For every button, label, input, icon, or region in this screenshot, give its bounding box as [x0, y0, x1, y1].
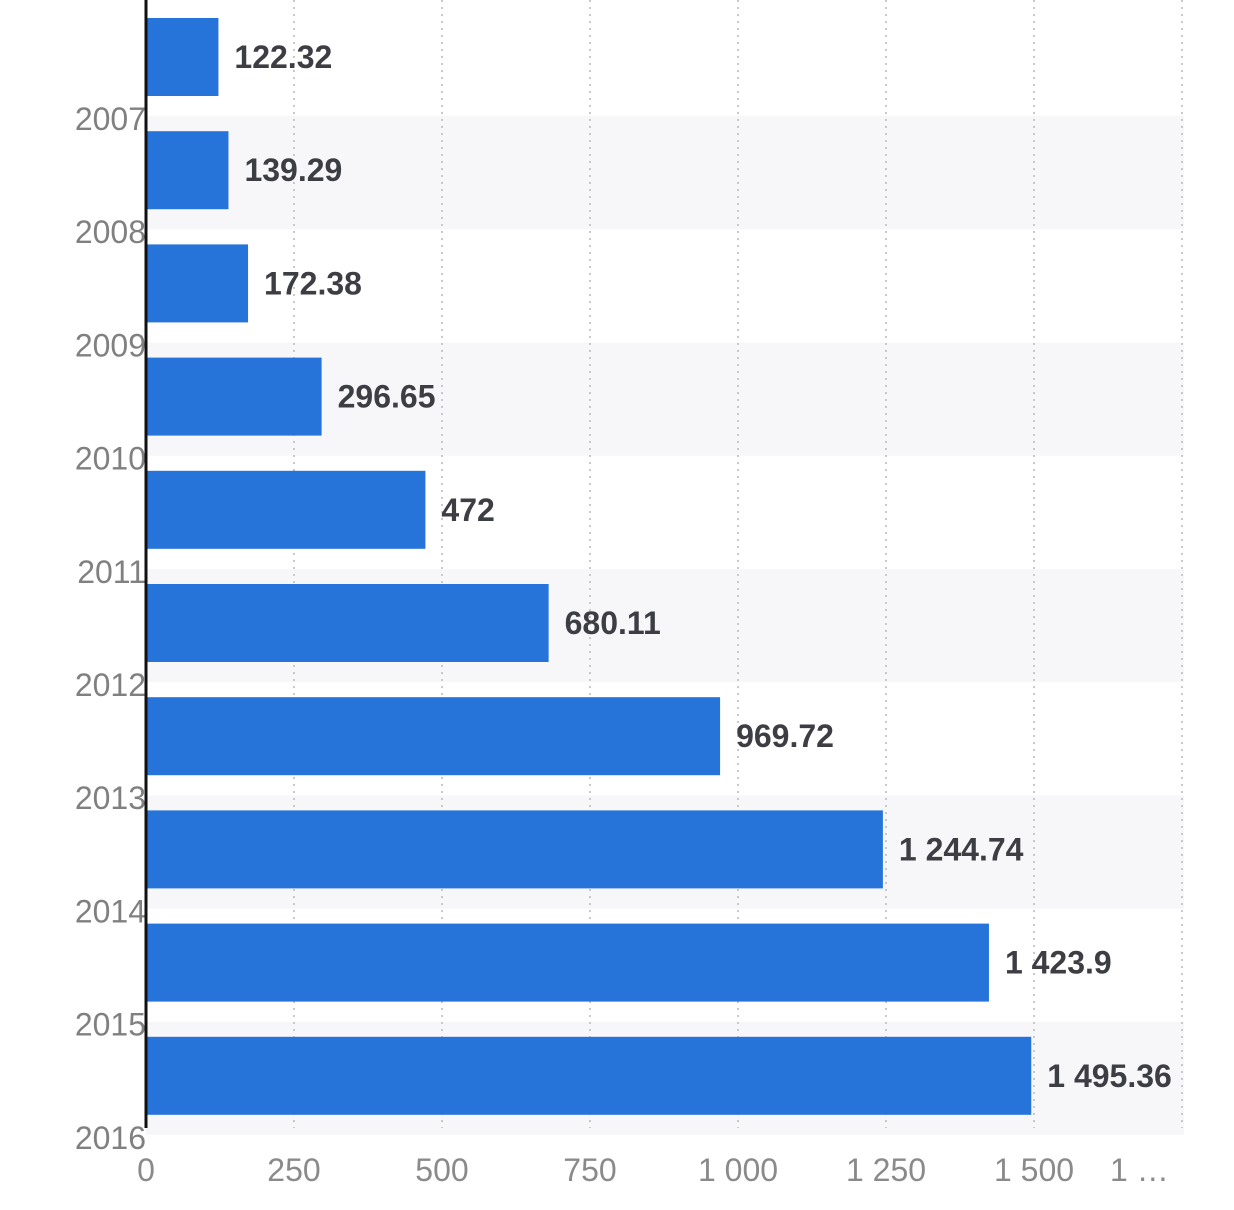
y-tick-label-2009: 2009 — [75, 327, 146, 363]
bar-2007 — [146, 18, 219, 96]
x-tick-label: 1 500 — [994, 1152, 1074, 1188]
data-label-2011: 472 — [441, 492, 494, 528]
x-tick-label: 1 000 — [698, 1152, 778, 1188]
value-labels: 122.32 139.29 172.38 296.65 472 680.11 969.72 1… — [234, 39, 1171, 1094]
x-tick-label: 1 250 — [846, 1152, 926, 1188]
bar-2009 — [146, 244, 249, 323]
bar-2012 — [146, 584, 549, 662]
x-tick-label: 1 … — [1110, 1152, 1169, 1188]
bars — [146, 18, 1032, 1115]
data-label-2010: 296.65 — [338, 379, 436, 415]
bar-2013 — [146, 697, 721, 776]
y-tick-label-2014: 2014 — [75, 893, 146, 929]
data-label-2014: 1 244.74 — [899, 831, 1024, 867]
x-tick-label: 0 — [137, 1152, 155, 1188]
x-tick-label: 500 — [415, 1152, 468, 1188]
bar-2011 — [146, 470, 426, 549]
bar-2010 — [146, 357, 322, 436]
y-tick-label-2012: 2012 — [75, 667, 146, 703]
y-tick-label-2010: 2010 — [75, 441, 146, 477]
data-label-2008: 139.29 — [244, 152, 342, 188]
row-band — [146, 116, 1184, 230]
x-axis-ticks: 0 250 500 750 1 000 1 250 1 500 1 … — [137, 1152, 1169, 1188]
x-tick-label: 250 — [267, 1152, 320, 1188]
y-axis-ticks: 2007 2008 2009 2010 2011 2012 2013 2014 2015 2016 — [75, 101, 146, 1156]
bar-2016 — [146, 1036, 1032, 1115]
y-tick-label-2007: 2007 — [75, 101, 146, 137]
data-label-2015: 1 423.9 — [1005, 945, 1112, 981]
x-tick-label: 750 — [563, 1152, 616, 1188]
bar-2014 — [146, 810, 883, 889]
data-label-2007: 122.32 — [234, 39, 332, 75]
y-tick-label-2013: 2013 — [75, 780, 146, 816]
y-tick-label-2008: 2008 — [75, 214, 146, 250]
y-tick-label-2016: 2016 — [75, 1120, 146, 1156]
data-label-2016: 1 495.36 — [1047, 1058, 1172, 1094]
data-label-2009: 172.38 — [264, 265, 362, 301]
data-label-2012: 680.11 — [565, 605, 661, 641]
y-tick-label-2015: 2015 — [75, 1007, 146, 1043]
data-label-2013: 969.72 — [736, 718, 834, 754]
y-tick-label-2011: 2011 — [77, 554, 146, 590]
bar-2015 — [146, 923, 989, 1002]
bar-2008 — [146, 131, 229, 210]
